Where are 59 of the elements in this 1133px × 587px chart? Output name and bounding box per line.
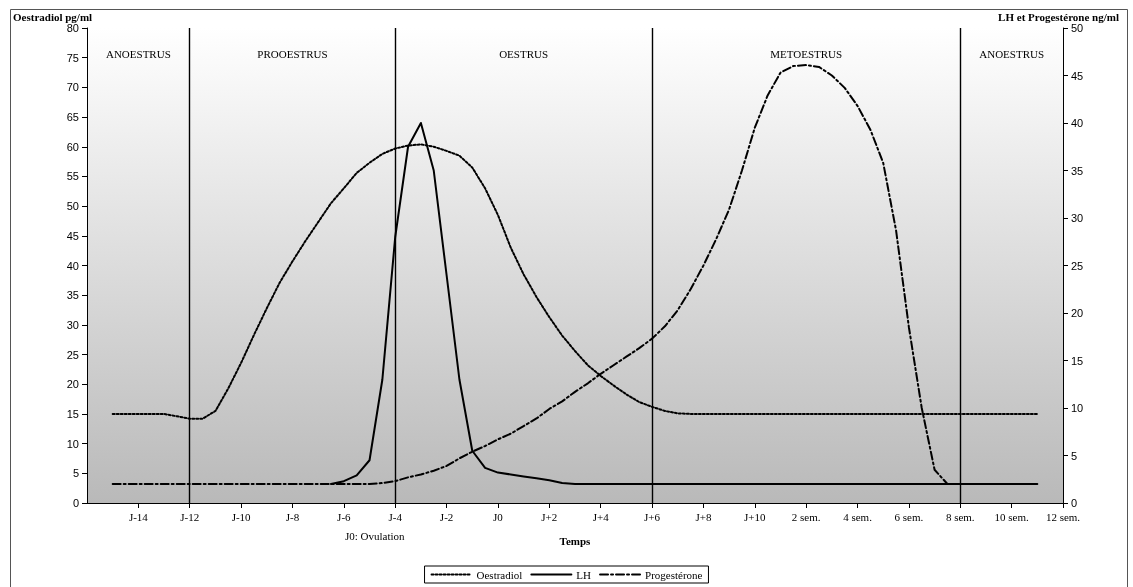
y2-axis-title: LH et Progestérone ng/ml bbox=[998, 11, 1119, 24]
text: J0: Ovulation bbox=[345, 529, 406, 542]
annotation: PROOESTRUS bbox=[257, 48, 328, 60]
y-tick-label: 0 bbox=[72, 497, 79, 509]
y-tick-label: 60 bbox=[66, 140, 79, 153]
x-tick-label: J+2 bbox=[541, 510, 558, 523]
y2-tick-label: 40 bbox=[1071, 117, 1084, 129]
annotation: ANOESTRUS bbox=[105, 48, 171, 60]
legend-label: LH bbox=[576, 568, 592, 581]
x-tick-label: J-6 bbox=[337, 510, 352, 523]
x-tick-label: 2 sem. bbox=[791, 510, 821, 523]
x-tick-label: J-12 bbox=[180, 510, 200, 523]
x-axis-title: Temps bbox=[559, 534, 592, 547]
x-tick-label: 12 sem. bbox=[1045, 510, 1081, 523]
y-tick-label: 50 bbox=[66, 200, 79, 213]
y-tick-label: 30 bbox=[66, 318, 79, 331]
y2-tick-label: 10 bbox=[1071, 402, 1084, 414]
y2-tick-label: 30 bbox=[1071, 212, 1084, 224]
x-tick-label: 6 sem. bbox=[894, 510, 924, 523]
y-tick-label: 20 bbox=[66, 378, 79, 391]
x-tick-label: J-10 bbox=[231, 510, 252, 523]
y-tick-label: 80 bbox=[66, 22, 79, 34]
y2-tick-label: 5 bbox=[1071, 449, 1078, 462]
x-tick-label: J0 bbox=[493, 510, 504, 523]
legend-label: Oestradiol bbox=[476, 568, 523, 581]
x-tick-label: 10 sem. bbox=[994, 510, 1029, 523]
y2-tick-label: 15 bbox=[1071, 354, 1084, 367]
y2-tick-label: 45 bbox=[1071, 69, 1084, 82]
y2-tick-label: 20 bbox=[1071, 307, 1084, 319]
y2-tick-label: 0 bbox=[1071, 497, 1078, 509]
annotation: OESTRUS bbox=[499, 48, 549, 60]
x-tick-label: J-8 bbox=[285, 510, 300, 523]
x-tick-label: J+6 bbox=[644, 510, 661, 523]
annotation: METOESTRUS bbox=[770, 48, 843, 60]
y-tick-label: 25 bbox=[66, 348, 79, 361]
y-tick-label: 45 bbox=[66, 229, 79, 242]
x-tick-label: J-2 bbox=[439, 510, 454, 523]
y-tick-label: 15 bbox=[66, 407, 79, 420]
y-tick-label: 70 bbox=[66, 81, 79, 94]
y2-tick-label: 35 bbox=[1071, 164, 1084, 177]
x-tick-label: 4 sem. bbox=[843, 510, 873, 523]
legend-label: Progestérone bbox=[645, 568, 703, 581]
y-tick-label: 40 bbox=[66, 259, 79, 272]
y-axis-title: Oestradiol pg/ml bbox=[13, 11, 93, 24]
y-tick-label: 65 bbox=[66, 111, 79, 124]
y-tick-label: 35 bbox=[66, 289, 79, 302]
x-tick-label: J+4 bbox=[592, 510, 610, 523]
y-tick-label: 10 bbox=[66, 437, 79, 450]
y-tick-label: 55 bbox=[66, 170, 79, 183]
x-tick-label: J+8 bbox=[695, 510, 712, 523]
y2-tick-label: 25 bbox=[1071, 259, 1084, 272]
x-tick-label: J-14 bbox=[128, 510, 149, 523]
x-tick-label: J+10 bbox=[744, 510, 767, 523]
y-tick-label: 5 bbox=[72, 467, 79, 480]
x-tick-label: 8 sem. bbox=[945, 510, 975, 523]
y2-tick-label: 50 bbox=[1071, 22, 1084, 34]
annotation: ANOESTRUS bbox=[979, 48, 1045, 60]
y-tick-label: 75 bbox=[66, 51, 79, 64]
x-tick-label: J-4 bbox=[388, 510, 403, 523]
